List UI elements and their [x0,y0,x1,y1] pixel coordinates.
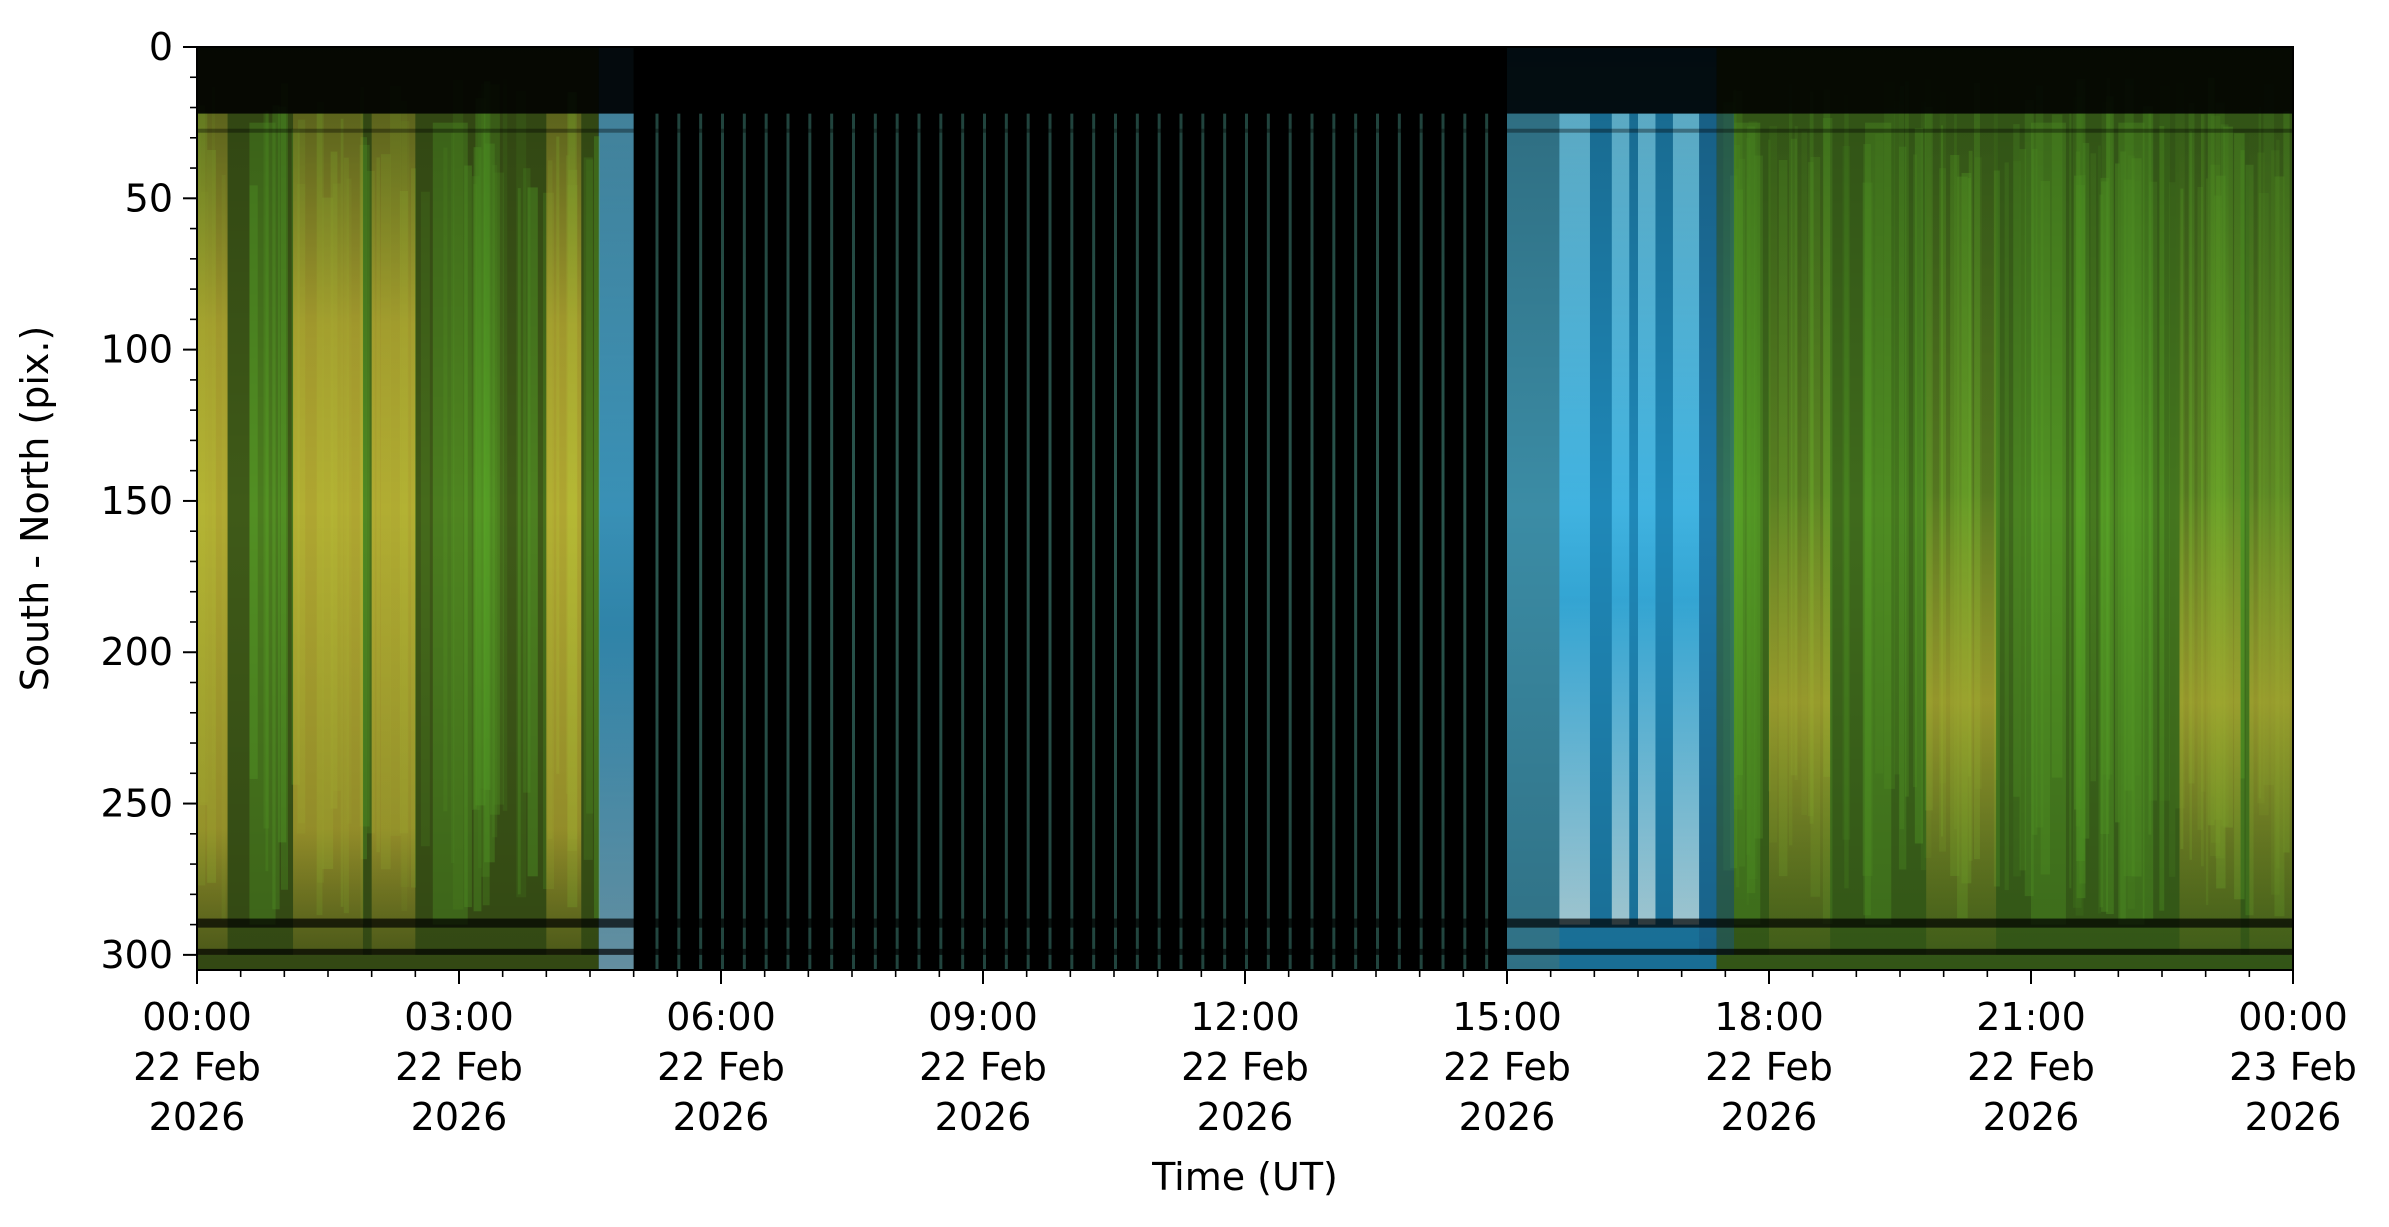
x-tick-label: 2026 [1983,1095,2080,1139]
y-tick-label: 250 [100,782,173,826]
dark-row-0 [197,47,2293,114]
x-tick-label: 18:00 [1714,995,1824,1039]
x-axis-label: Time (UT) [1151,1155,1338,1199]
x-tick-label: 2026 [2245,1095,2342,1139]
dark-row-1 [197,918,2293,928]
x-tick-label: 12:00 [1190,995,1300,1039]
x-tick-label: 2026 [1459,1095,1556,1139]
x-tick-label: 22 Feb [395,1045,523,1089]
y-tick-label: 300 [100,933,173,977]
x-tick-label: 22 Feb [1705,1045,1833,1089]
y-tick-label: 200 [100,630,173,674]
x-tick-label: 21:00 [1976,995,2086,1039]
x-tick-label: 00:00 [2238,995,2348,1039]
vertical-shading [197,47,2293,970]
x-tick-label: 22 Feb [1967,1045,2095,1089]
x-tick-label: 2026 [411,1095,508,1139]
y-tick-label: 0 [149,25,173,69]
x-tick-label: 09:00 [928,995,1038,1039]
x-tick-label: 22 Feb [919,1045,1047,1089]
x-tick-label: 22 Feb [1443,1045,1571,1089]
y-tick-label: 100 [100,328,173,372]
y-axis: 0 50 100 150 200 250 300 [100,25,197,977]
x-tick-label: 22 Feb [133,1045,261,1089]
x-tick-label: 22 Feb [1181,1045,1309,1089]
x-tick-label: 06:00 [666,995,776,1039]
y-tick-label: 50 [125,176,173,220]
x-tick-label: 2026 [149,1095,246,1139]
x-axis: 00:00 22 Feb 2026 03:00 22 Feb 2026 06:00 22 Fe… [133,970,2357,1139]
dark-row-2 [197,948,2293,955]
dark-row-line [197,128,2293,133]
x-tick-label: 2026 [1721,1095,1818,1139]
x-tick-label: 2026 [673,1095,770,1139]
x-tick-label: 03:00 [404,995,514,1039]
y-tick-label: 150 [100,479,173,523]
heatmap-area [196,46,2294,971]
x-tick-label: 00:00 [142,995,252,1039]
x-tick-label: 2026 [935,1095,1032,1139]
x-tick-label: 23 Feb [2229,1045,2357,1089]
y-axis-label: South - North (pix.) [13,326,57,692]
x-tick-label: 15:00 [1452,995,1562,1039]
x-tick-label: 22 Feb [657,1045,785,1089]
keogram-image [197,47,2293,970]
x-tick-label: 2026 [1197,1095,1294,1139]
